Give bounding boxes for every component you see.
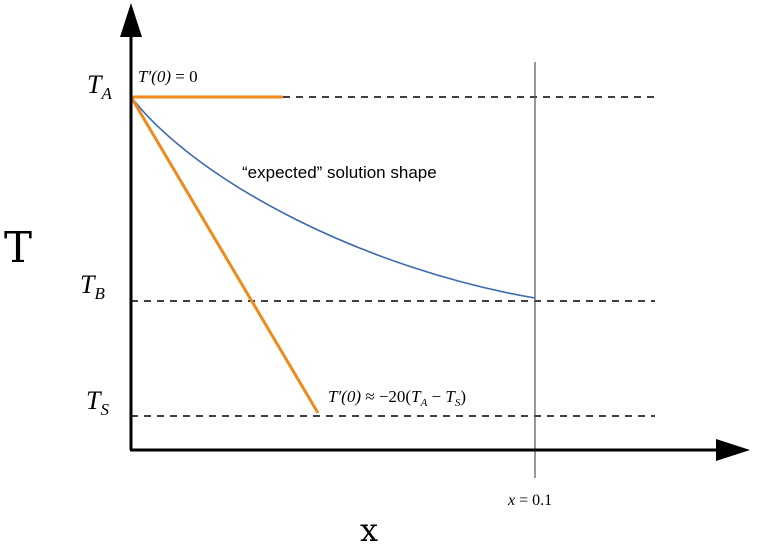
steep-tangent-line [129, 96, 320, 414]
expected-solution-curve [130, 96, 536, 299]
x-axis-arrowhead [716, 439, 750, 461]
ts-label: TS [86, 386, 109, 419]
y-axis-label: T [4, 223, 32, 272]
ta-label: TA [87, 70, 112, 103]
curve-label: “expected” solution shape [242, 163, 437, 182]
y-axis-arrowhead [120, 3, 142, 37]
flat-slope-annotation: T′(0) = 0 [138, 67, 198, 86]
tb-label: TB [80, 270, 105, 303]
steep-slope-annotation: T′(0) ≈ −20(TA − TS) [328, 387, 466, 409]
x-marker-label: x = 0.1 [507, 492, 552, 509]
x-axis-label: x [360, 511, 378, 548]
